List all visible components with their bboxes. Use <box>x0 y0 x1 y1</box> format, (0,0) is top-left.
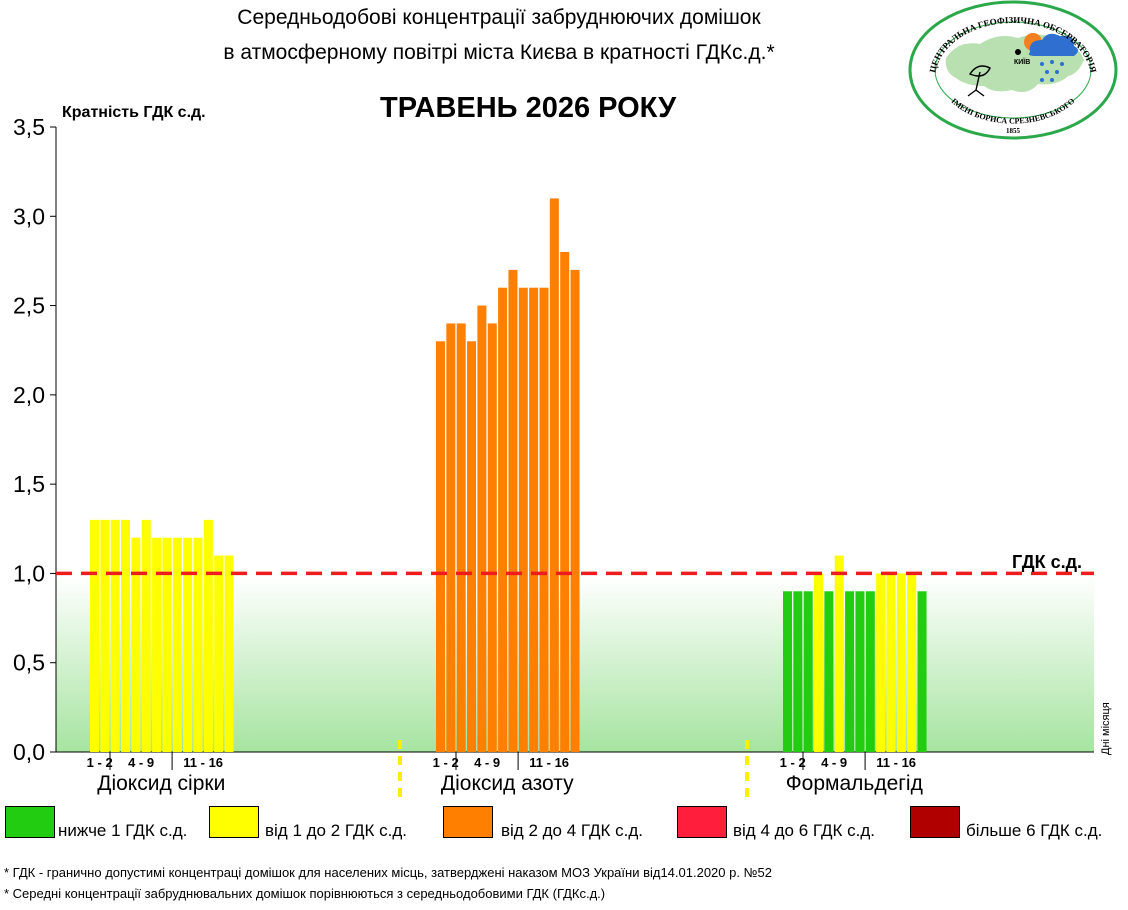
legend-label-2-4: від 2 до 4 ГДК с.д. <box>501 821 643 840</box>
y-tick-label: 1,0 <box>13 560 45 586</box>
rain-icon <box>1040 60 1064 82</box>
bar <box>467 341 477 752</box>
legend-swatch-below-1 <box>5 806 55 838</box>
day-range-label: 4 - 9 <box>474 755 500 770</box>
legend-label-below-1: нижче 1 ГДК с.д. <box>58 821 188 840</box>
bar <box>224 555 234 752</box>
bar <box>214 555 224 752</box>
group-label: Формальдегід <box>786 772 923 795</box>
bar <box>436 341 445 752</box>
day-range-label: 4 - 9 <box>128 755 154 770</box>
y-tick-label: 0,0 <box>13 739 45 765</box>
footnote-2: * Середні концентрації забруднювальних д… <box>4 886 606 901</box>
bar <box>845 591 855 752</box>
bar <box>865 591 875 752</box>
legend-label-above-6: більше 6 ГДК с.д. <box>966 821 1103 840</box>
y-tick-label: 3,0 <box>13 203 45 229</box>
bar <box>162 537 172 752</box>
bar <box>110 519 120 752</box>
y-tick-label: 1,5 <box>13 471 45 497</box>
legend-label-4-6: від 4 до 6 ГДК с.д. <box>733 821 875 840</box>
cloud-icon <box>1028 33 1078 56</box>
bar <box>876 573 886 752</box>
bar <box>907 573 917 752</box>
day-range-label: 11 - 16 <box>529 755 569 770</box>
title-line-2: в атмосферному повітрі міста Києва в кра… <box>223 41 775 64</box>
day-range-label: 1 - 2 <box>780 755 806 770</box>
bar <box>814 573 824 752</box>
bar <box>783 591 792 752</box>
satellite-dish-icon <box>967 65 991 97</box>
bar <box>529 287 539 752</box>
observatory-logo: КИЇВ ЦЕНТРАЛЬНА ГЕОФІЗИЧНА ОБСЕРВАТОРІЯ … <box>908 0 1118 140</box>
footnote-1: * ГДК - гранично допустимі концентраці д… <box>4 865 772 880</box>
y-tick-label: 0,5 <box>13 650 45 676</box>
bar <box>855 591 865 752</box>
bar <box>793 591 803 752</box>
bar <box>141 519 151 752</box>
day-range-label: 4 - 9 <box>821 755 847 770</box>
day-range-label: 1 - 2 <box>87 755 113 770</box>
y-axis-label: Кратність ГДК с.д. <box>62 104 206 121</box>
day-range-label: 11 - 16 <box>876 755 916 770</box>
logo-city: КИЇВ <box>1014 58 1030 66</box>
bar <box>477 305 487 752</box>
day-range-label: 1 - 2 <box>433 755 459 770</box>
bar <box>100 519 110 752</box>
bar <box>193 537 203 752</box>
title-line-1: Середньодобові концентрації забруднюючих… <box>237 6 761 29</box>
bar <box>90 519 99 752</box>
bar <box>803 591 813 752</box>
y-tick-label: 2,5 <box>13 293 45 319</box>
bar <box>498 287 508 752</box>
bar <box>917 591 927 752</box>
bar <box>456 323 466 752</box>
bar <box>487 323 497 752</box>
bar <box>824 591 834 752</box>
group-label: Діоксид азоту <box>441 772 574 795</box>
legend-swatch-2-4 <box>443 806 493 838</box>
bar <box>896 573 906 752</box>
bar <box>549 198 559 752</box>
bar <box>172 537 182 752</box>
bar <box>183 537 193 752</box>
bar <box>560 252 570 752</box>
bar <box>131 537 141 752</box>
bar <box>518 287 528 752</box>
bar <box>886 573 896 752</box>
y-tick-label: 2,0 <box>13 382 45 408</box>
legend-swatch-4-6 <box>677 806 727 838</box>
day-range-label: 11 - 16 <box>183 755 223 770</box>
logo-year: 1855 <box>1006 127 1021 135</box>
bar <box>203 519 213 752</box>
bar <box>152 537 162 752</box>
bar <box>570 269 580 752</box>
threshold-label: ГДК с.д. <box>1012 552 1083 572</box>
x-axis-label: Дні місяця <box>1100 702 1112 755</box>
bar <box>539 287 549 752</box>
legend-label-1-2: від 1 до 2 ГДК с.д. <box>265 821 407 840</box>
legend-swatch-above-6 <box>910 806 960 838</box>
city-dot-icon <box>1015 49 1021 55</box>
group-label: Діоксид сірки <box>97 772 225 795</box>
y-tick-label: 3,5 <box>13 114 45 140</box>
bar <box>121 519 131 752</box>
bar <box>834 555 844 752</box>
bar <box>508 269 518 752</box>
legend-swatch-1-2 <box>209 806 259 838</box>
bar <box>446 323 456 752</box>
month-title: ТРАВЕНЬ 2026 РОКУ <box>380 92 677 124</box>
